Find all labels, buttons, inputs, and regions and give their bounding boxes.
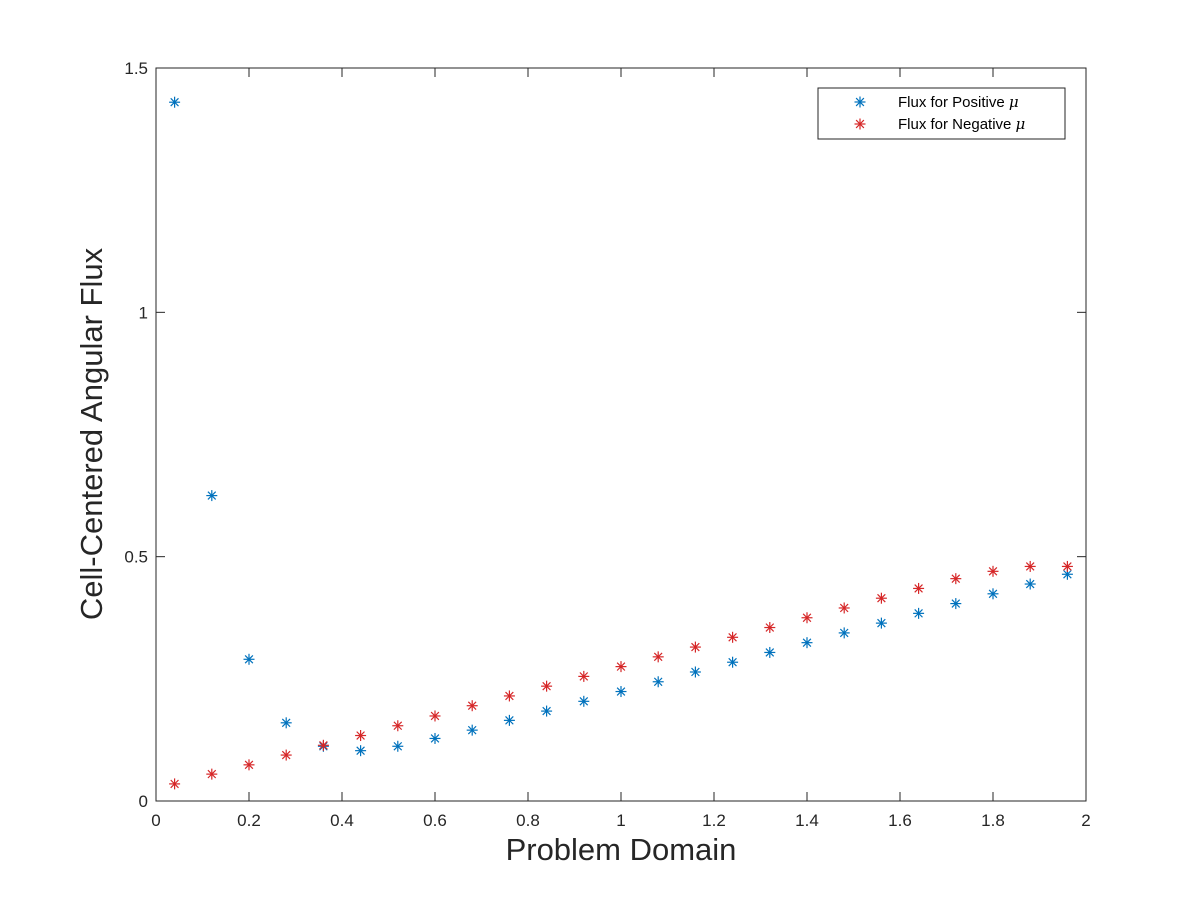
data-point: [875, 592, 887, 604]
x-tick-label: 0.2: [237, 811, 261, 830]
data-point: [280, 717, 292, 729]
data-point: [169, 778, 181, 790]
data-point: [764, 646, 776, 658]
data-point: [503, 714, 515, 726]
x-tick-label: 1.8: [981, 811, 1005, 830]
y-axis-title: Cell-Centered Angular Flux: [74, 247, 109, 620]
data-point: [764, 622, 776, 634]
data-point: [727, 656, 739, 668]
data-point: [541, 705, 553, 717]
data-point: [727, 631, 739, 643]
data-point: [392, 720, 404, 732]
data-points: [169, 96, 1073, 790]
y-tick-label: 0: [139, 792, 148, 811]
legend-label-negative: Flux for Negative μ: [898, 115, 1025, 133]
x-axis-tick-labels: 0 0.2 0.4 0.6 0.8 1 1.2 1.4 1.6 1.8 2: [151, 811, 1090, 830]
data-point: [950, 573, 962, 585]
data-point: [466, 700, 478, 712]
data-point: [615, 686, 627, 698]
data-point: [1061, 560, 1073, 572]
data-point: [801, 612, 813, 624]
data-point: [206, 768, 218, 780]
data-point: [652, 676, 664, 688]
legend-marker-negative-glyph: [854, 118, 866, 130]
plot-frame: [155, 67, 1087, 802]
legend: Flux for Positive μ Flux for Negative μ: [817, 87, 1066, 140]
data-point: [689, 641, 701, 653]
data-point: [429, 732, 441, 744]
data-point: [1024, 578, 1036, 590]
data-point: [503, 690, 515, 702]
data-point: [169, 96, 181, 108]
data-point: [652, 651, 664, 663]
data-point: [541, 680, 553, 692]
data-point: [1024, 560, 1036, 572]
data-point: [689, 666, 701, 678]
x-axis-title: Problem Domain: [506, 832, 737, 867]
data-point: [280, 749, 292, 761]
plot-area: [156, 68, 1086, 801]
data-point: [913, 582, 925, 594]
legend-marker-positive-glyph: [854, 96, 866, 108]
data-point: [355, 730, 367, 742]
data-point: [243, 653, 255, 665]
data-point: [243, 759, 255, 771]
legend-label-positive: Flux for Positive μ: [898, 93, 1019, 111]
legend-marker-positive: [854, 96, 866, 108]
data-point: [950, 598, 962, 610]
x-tick-label: 1.6: [888, 811, 912, 830]
data-point: [987, 588, 999, 600]
x-tick-label: 1: [616, 811, 625, 830]
data-point: [355, 745, 367, 757]
data-point: [206, 490, 218, 502]
legend-marker-negative: [854, 118, 866, 130]
x-tick-label: 0.4: [330, 811, 354, 830]
x-tick-label: 1.2: [702, 811, 726, 830]
legend-label-negative-symbol: μ: [1016, 115, 1026, 133]
x-tick-label: 0.6: [423, 811, 447, 830]
y-tick-label: 0.5: [124, 548, 148, 567]
x-tick-label: 0.8: [516, 811, 540, 830]
data-point: [317, 739, 329, 751]
data-point: [429, 710, 441, 722]
legend-box: [817, 87, 1066, 140]
x-tick-label: 1.4: [795, 811, 819, 830]
data-point: [392, 740, 404, 752]
data-point: [578, 695, 590, 707]
legend-label-positive-text: Flux for Positive: [898, 94, 1009, 111]
x-tick-label: 0: [151, 811, 160, 830]
data-point: [987, 565, 999, 577]
data-point: [466, 724, 478, 736]
data-point: [838, 627, 850, 639]
y-tick-label: 1: [139, 303, 148, 322]
legend-label-positive-symbol: μ: [1009, 93, 1019, 111]
data-point: [578, 670, 590, 682]
data-point: [838, 602, 850, 614]
y-axis-tick-labels: 0 0.5 1 1.5: [124, 59, 148, 811]
series-negative: [169, 560, 1073, 790]
legend-label-negative-text: Flux for Negative: [898, 116, 1016, 133]
series-positive: [169, 96, 1073, 757]
x-tick-label: 2: [1081, 811, 1090, 830]
data-point: [615, 661, 627, 673]
data-point: [801, 637, 813, 649]
data-point: [875, 617, 887, 629]
y-tick-label: 1.5: [124, 59, 148, 78]
data-point: [913, 607, 925, 619]
